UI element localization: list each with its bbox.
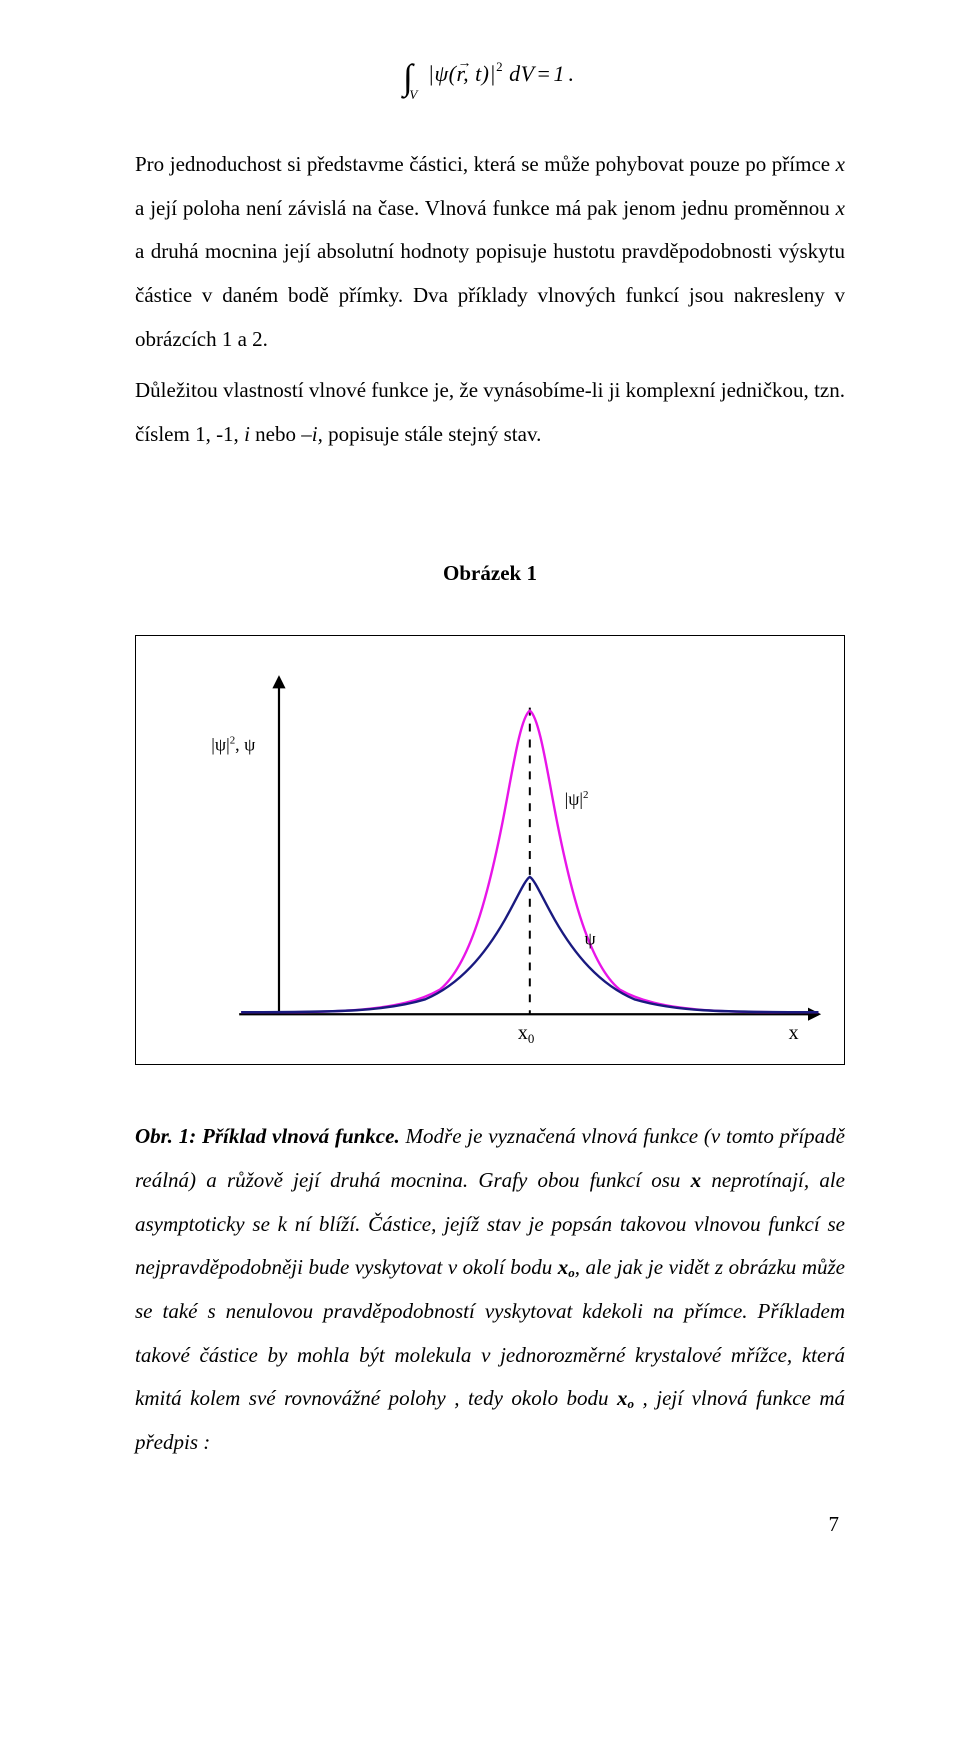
p1-text2: a její poloha není závislá na čase. Vlno…: [135, 196, 836, 220]
p1-text0: Pro jednoduchost si představme částici, …: [135, 152, 836, 176]
cap-xo1: xo: [558, 1255, 575, 1279]
p1-var-x1: x: [836, 152, 845, 176]
p1-var-x2: x: [836, 196, 845, 220]
cap-x1: x: [691, 1168, 702, 1192]
chart-svg: |ψ|2, ψ |ψ|2 ψ x0 x: [136, 636, 844, 1064]
cap-xo2: xo: [617, 1386, 634, 1410]
svg-text:ψ: ψ: [585, 929, 596, 949]
svg-text:x: x: [789, 1022, 799, 1044]
page-number: 7: [135, 1503, 845, 1547]
integral-formula: ∫V |ψ(→r, t)|2 dV=1.: [135, 40, 845, 115]
cap-head: Obr. 1: Příklad vlnová funkce.: [135, 1124, 400, 1148]
p1-text4: a druhá mocnina její absolutní hodnoty p…: [135, 239, 845, 350]
paragraph-1: Pro jednoduchost si představme částici, …: [135, 143, 845, 361]
paragraph-2: Důležitou vlastností vlnové funkce je, ž…: [135, 369, 845, 456]
wave-function-chart: |ψ|2, ψ |ψ|2 ψ x0 x: [135, 635, 845, 1065]
svg-text:|ψ|2, ψ: |ψ|2, ψ: [211, 735, 255, 755]
figure-caption: Obr. 1: Příklad vlnová funkce. Modře je …: [135, 1115, 845, 1464]
p2-var-i2: –i,: [301, 422, 323, 446]
p2-text2: nebo: [250, 422, 301, 446]
svg-text:x0: x0: [518, 1022, 534, 1046]
svg-text:|ψ|2: |ψ|2: [565, 789, 589, 809]
p2-text4: popisuje stále stejný stav.: [323, 422, 542, 446]
figure-title: Obrázek 1: [135, 552, 845, 596]
